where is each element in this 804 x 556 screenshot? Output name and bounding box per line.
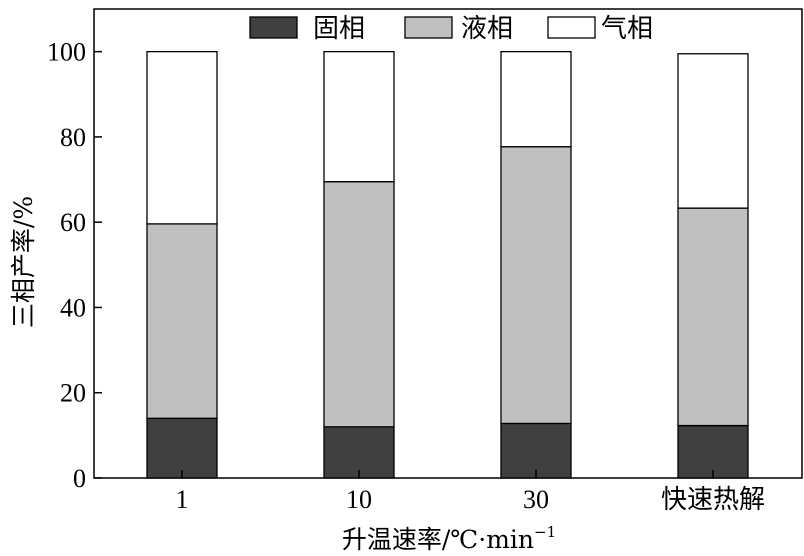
x-axis-title-text: 升温速率/℃·min xyxy=(342,525,534,554)
y-tick-label: 40 xyxy=(60,293,86,322)
plot-area: 0 20 40 60 80 100 1 10 30 快速热解 xyxy=(47,8,803,514)
x-tick-label: 10 xyxy=(346,485,372,514)
y-tick-label: 60 xyxy=(60,208,86,237)
bar-segment-gas xyxy=(146,50,218,225)
legend-swatch xyxy=(547,16,596,39)
legend-label: 固相 xyxy=(313,14,365,44)
x-tick-label: 快速热解 xyxy=(661,485,765,514)
legend: 固相 液相 气相 xyxy=(249,14,653,44)
legend-label: 液相 xyxy=(461,14,513,44)
bar-segment-gas xyxy=(500,50,572,148)
bar-segment-gas xyxy=(677,53,749,209)
y-tick-label: 100 xyxy=(47,38,86,67)
x-axis-title: 升温速率/℃·min−1 xyxy=(342,523,556,554)
bar-segment-liquid xyxy=(500,146,572,425)
bar-segment-liquid xyxy=(323,181,395,428)
plot-frame xyxy=(93,8,803,479)
x-axis-title-superscript: −1 xyxy=(534,523,556,541)
bar-segment-solid xyxy=(146,417,218,479)
bar-segment-solid xyxy=(677,424,749,479)
x-tick-label: 1 xyxy=(176,485,189,514)
y-tick-label: 20 xyxy=(60,379,86,408)
legend-swatch xyxy=(249,16,298,39)
y-tick-label: 0 xyxy=(73,464,86,493)
y-tick-label: 80 xyxy=(60,123,86,152)
bar-segment-liquid xyxy=(146,223,218,419)
y-axis-title: 三相产率/% xyxy=(9,196,38,328)
legend-swatch xyxy=(404,16,453,39)
legend-label: 气相 xyxy=(601,14,653,44)
x-tick-label: 30 xyxy=(523,485,549,514)
bar-segment-solid xyxy=(500,422,572,479)
bar-segment-gas xyxy=(323,50,395,183)
bar-segment-liquid xyxy=(677,207,749,427)
